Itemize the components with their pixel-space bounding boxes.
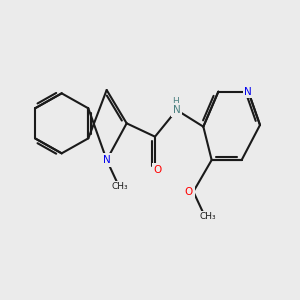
Text: N: N: [103, 155, 110, 165]
Text: CH₃: CH₃: [112, 182, 128, 191]
Text: N: N: [244, 87, 252, 97]
Text: N: N: [173, 105, 181, 115]
Text: O: O: [185, 187, 193, 197]
Text: H: H: [172, 97, 178, 106]
Text: O: O: [154, 165, 162, 175]
Text: CH₃: CH₃: [200, 212, 216, 221]
